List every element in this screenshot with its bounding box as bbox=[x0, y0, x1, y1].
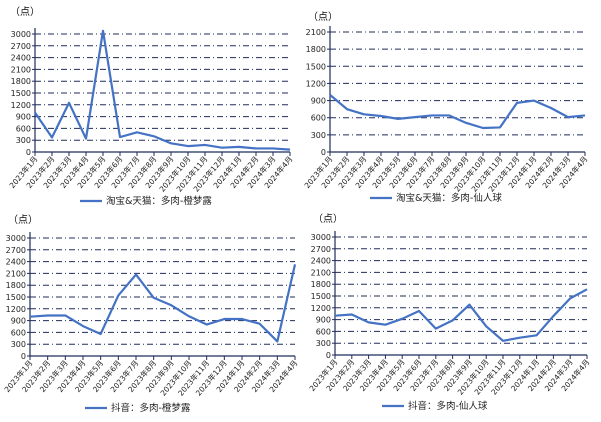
y-tick-label: 0 bbox=[326, 351, 331, 360]
y-tick-label: 1800 bbox=[311, 280, 331, 289]
chart-2: （点）030060090012001500180021002023年1月2023… bbox=[302, 11, 590, 204]
y-tick-label: 1200 bbox=[11, 101, 31, 110]
y-tick-label: 2400 bbox=[6, 258, 26, 267]
y-tick-label: 1200 bbox=[311, 304, 331, 313]
y-tick-label: 300 bbox=[316, 339, 331, 348]
series-line bbox=[334, 288, 588, 342]
unit-label: （点） bbox=[313, 213, 343, 225]
y-tick-label: 0 bbox=[21, 352, 26, 361]
y-tick-label: 1800 bbox=[6, 281, 26, 290]
y-tick-label: 1500 bbox=[11, 89, 31, 98]
legend-label: 淘宝&天猫：多肉-橙梦露 bbox=[106, 195, 212, 207]
y-tick-label: 1200 bbox=[6, 305, 26, 314]
y-tick-label: 3000 bbox=[11, 30, 31, 39]
chart-3: （点） 0 300 600 900 1200 1500 1800 2100 2400 2700 300… bbox=[2, 214, 300, 414]
y-tick-label: 300 bbox=[311, 131, 326, 140]
legend-label: 抖音：多肉-仙人球 bbox=[408, 400, 488, 412]
y-tick-label: 2400 bbox=[11, 54, 31, 63]
y-tick-label: 2400 bbox=[311, 257, 331, 266]
y-tick-label: 600 bbox=[11, 328, 26, 337]
chart-4: （点） 0 300 600 900 1200 1500 1800 2100 2400 2700 300… bbox=[307, 213, 592, 412]
legend-label: 抖音：多肉-橙梦露 bbox=[111, 402, 191, 414]
legend-label: 淘宝&天猫：多肉-仙人球 bbox=[396, 192, 502, 204]
unit-label: （点） bbox=[8, 214, 38, 226]
y-tick-label: 900 bbox=[11, 317, 26, 326]
y-tick-label: 2700 bbox=[11, 42, 31, 51]
y-tick-label: 1500 bbox=[306, 62, 326, 71]
y-tick-label: 2700 bbox=[6, 246, 26, 255]
unit-label: （点） bbox=[308, 11, 338, 23]
series-line bbox=[329, 94, 586, 130]
series-line bbox=[34, 29, 291, 151]
y-tick-label: 2700 bbox=[311, 245, 331, 254]
y-tick-label: 2100 bbox=[306, 28, 326, 37]
y-tick-label: 600 bbox=[16, 124, 31, 133]
y-tick-label: 1200 bbox=[306, 79, 326, 88]
chart-1: （点） 0 300 600 900 1200 1500 1800 2100 2400 2700 300… bbox=[7, 6, 295, 207]
y-tick-label: 600 bbox=[311, 114, 326, 123]
y-tick-label: 1500 bbox=[311, 292, 331, 301]
y-tick-label: 900 bbox=[311, 97, 326, 106]
y-tick-label: 2100 bbox=[311, 268, 331, 277]
y-tick-label: 900 bbox=[316, 316, 331, 325]
y-tick-label: 900 bbox=[16, 113, 31, 122]
y-tick-label: 1800 bbox=[11, 77, 31, 86]
y-tick-label: 3000 bbox=[6, 234, 26, 243]
y-tick-label: 0 bbox=[26, 148, 31, 157]
unit-label: （点） bbox=[10, 6, 40, 18]
y-tick-label: 300 bbox=[11, 340, 26, 349]
y-tick-label: 1800 bbox=[306, 45, 326, 54]
y-tick-label: 1500 bbox=[6, 293, 26, 302]
y-tick-label: 2100 bbox=[11, 65, 31, 74]
y-tick-label: 600 bbox=[316, 327, 331, 336]
y-tick-label: 3000 bbox=[311, 233, 331, 242]
y-tick-label: 2100 bbox=[6, 269, 26, 278]
y-tick-label: 300 bbox=[16, 136, 31, 145]
series-line bbox=[29, 264, 297, 343]
y-tick-label: 0 bbox=[321, 148, 326, 157]
